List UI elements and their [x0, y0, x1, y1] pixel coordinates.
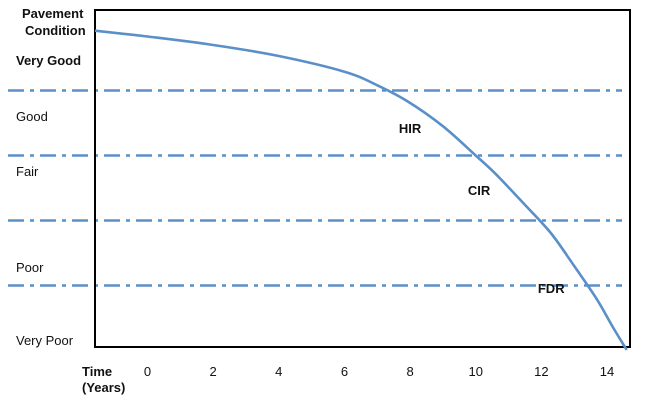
- zone-annotation: CIR: [468, 183, 491, 198]
- x-tick-label: 6: [341, 364, 348, 379]
- condition-level-label: Good: [16, 109, 48, 124]
- zone-annotation: FDR: [538, 281, 565, 296]
- condition-level-label: Very Good: [16, 53, 81, 68]
- x-tick-label: 12: [534, 364, 548, 379]
- plot-frame: [94, 9, 631, 348]
- x-axis-title: Time (Years): [82, 364, 125, 395]
- x-tick-label: 2: [210, 364, 217, 379]
- x-tick-label: 0: [144, 364, 151, 379]
- condition-curve: [94, 29, 628, 351]
- x-tick-label: 8: [406, 364, 413, 379]
- condition-level-label: Fair: [16, 164, 39, 179]
- condition-level-label: Very Poor: [16, 333, 74, 348]
- x-tick-label: 10: [469, 364, 483, 379]
- y-axis-title: Pavement Condition: [22, 6, 86, 38]
- x-tick-label: 14: [600, 364, 614, 379]
- zone-annotation: HIR: [399, 121, 422, 136]
- condition-level-label: Poor: [16, 260, 44, 275]
- x-tick-label: 4: [275, 364, 282, 379]
